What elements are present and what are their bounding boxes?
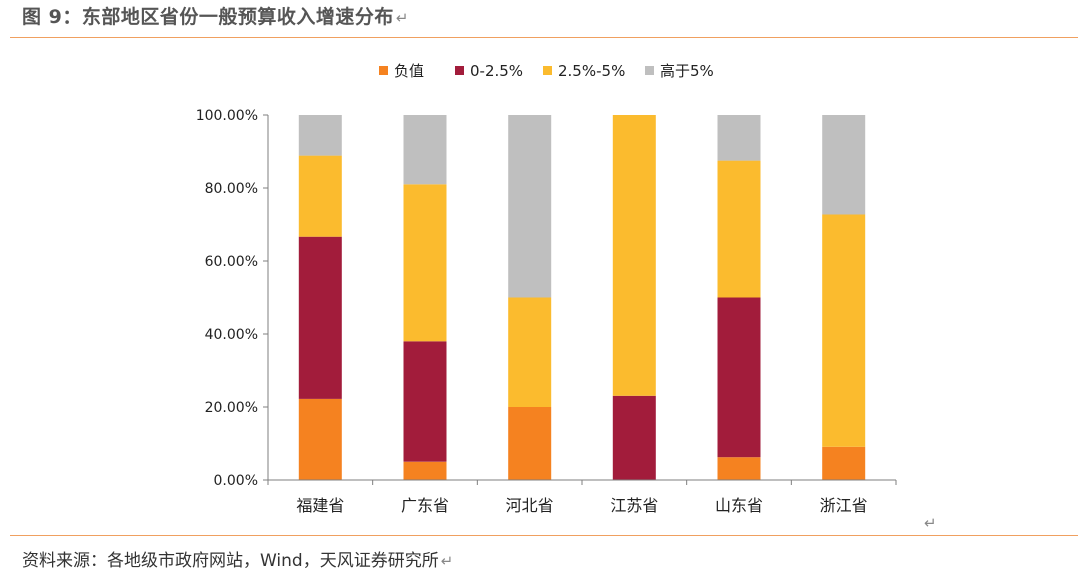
bar-segment [822,115,866,215]
bar-segment [717,457,761,480]
bar-segment [822,214,866,447]
bar-segment [403,115,447,185]
x-tick-label: 浙江省 [820,496,868,515]
x-tick-label: 江苏省 [610,496,658,515]
x-tick-label: 河北省 [506,496,554,515]
x-tick-label: 山东省 [715,496,763,515]
bars-group [298,115,866,481]
bar-segment [612,395,656,480]
legend-swatch [455,66,464,75]
bar-segment [717,115,761,161]
bar-segment [298,115,342,156]
bar-segment [508,407,552,480]
figure-title: 图 9：东部地区省份一般预算收入增速分布 ↵ [22,6,409,28]
bar-segment [403,184,447,342]
y-tick-label: 0.00% [214,473,258,489]
chart-legend: 负值 0-2.5% 2.5%-5% 高于5% [379,62,714,80]
legend-label: 负值 [394,62,424,80]
x-tick-label: 广东省 [401,496,449,515]
return-mark-icon: ↵ [440,552,454,570]
bar-segment [403,341,447,462]
y-tick-label: 20.00% [205,400,258,416]
bar-segment [298,155,342,237]
bar-segment [717,297,761,458]
bar-segment [822,446,866,480]
legend-swatch [543,66,552,75]
y-tick-label: 40.00% [205,327,258,343]
legend-label: 2.5%-5% [558,62,625,80]
legend-swatch [645,66,654,75]
legend-label: 0-2.5% [470,62,523,80]
axes-group: 0.00% 20.00% 40.00% 60.00% 80.00% 100.00% 福建省 广… [196,108,897,515]
source-note: 资料来源：各地级市政府网站，Wind，天风证券研究所 ↵ [22,551,454,571]
return-mark-icon: ↵ [395,9,409,27]
bar-segment [612,115,656,396]
bar-segment [403,461,447,481]
x-tick-label: 福建省 [296,496,344,515]
title-divider [10,37,1078,38]
y-tick-label: 80.00% [205,181,258,197]
source-divider [10,535,1078,536]
legend-swatch [379,66,388,75]
bar-segment [298,236,342,399]
y-tick-label: 100.00% [196,108,258,124]
bar-segment [508,115,552,298]
bar-segment [298,398,342,480]
bar-segment [717,160,761,298]
return-mark-icon: ↵ [924,514,937,532]
legend-label: 高于5% [660,62,714,80]
bar-segment [508,297,552,407]
y-tick-label: 60.00% [205,254,258,270]
